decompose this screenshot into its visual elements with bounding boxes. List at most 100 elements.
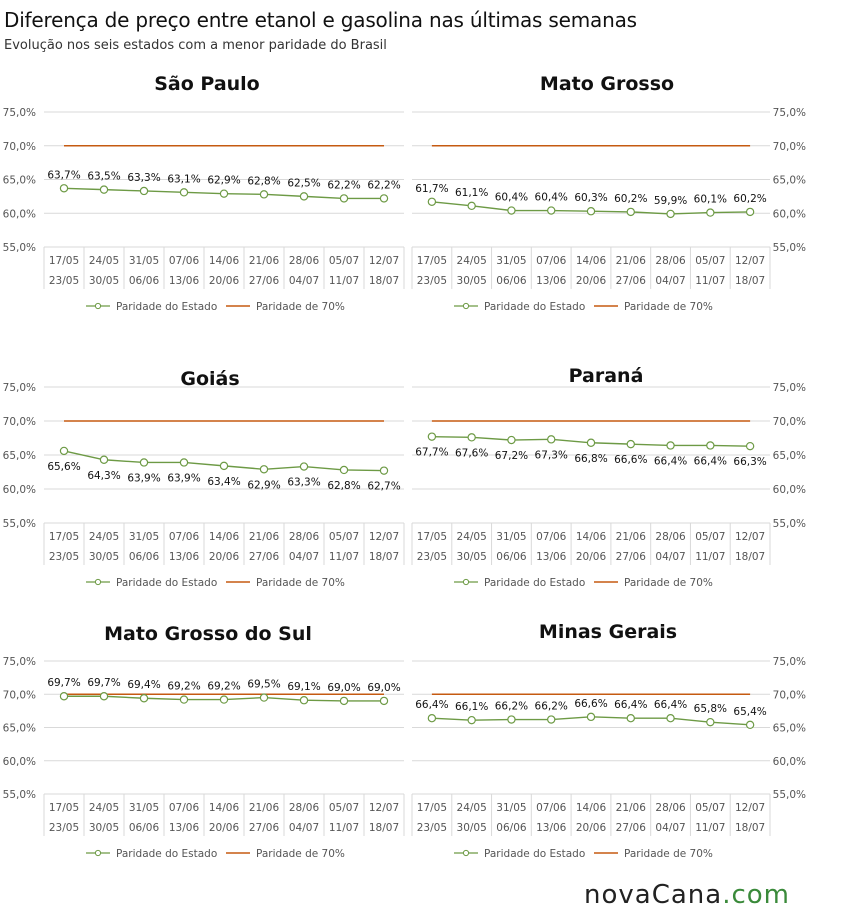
x-tick-label: 07/06 xyxy=(536,255,567,267)
x-tick-label: 07/06 xyxy=(536,531,567,543)
x-tick-label: 17/05 xyxy=(49,255,79,267)
x-tick-label: 20/06 xyxy=(576,551,607,563)
x-tick-label: 24/05 xyxy=(457,531,487,543)
data-point xyxy=(586,207,596,216)
x-tick-label: 11/07 xyxy=(329,822,359,834)
data-label: 60,4% xyxy=(495,192,528,204)
x-tick-label: 28/06 xyxy=(655,531,686,543)
y-tick-label: 75,0% xyxy=(3,107,36,119)
x-tick-label: 11/07 xyxy=(329,275,359,287)
x-tick-label: 12/07 xyxy=(735,531,765,543)
data-label: 62,2% xyxy=(327,179,360,191)
logo-text-domain: .com xyxy=(722,880,790,910)
x-tick-label: 07/06 xyxy=(169,531,200,543)
data-point xyxy=(99,185,109,194)
x-tick-label: 06/06 xyxy=(129,551,160,563)
data-point xyxy=(259,465,269,474)
x-tick-label: 21/06 xyxy=(249,802,280,814)
data-point xyxy=(547,435,556,444)
x-tick-label: 28/06 xyxy=(289,531,320,543)
data-point xyxy=(59,692,69,701)
x-tick-label: 27/06 xyxy=(616,822,647,834)
legend-marker-state xyxy=(462,302,470,310)
data-label: 66,4% xyxy=(654,699,687,711)
y-tick-label: 65,0% xyxy=(773,175,806,187)
x-tick-label: 23/05 xyxy=(417,551,447,563)
legend-label-state: Paridade do Estado xyxy=(484,848,585,860)
x-tick-label: 20/06 xyxy=(576,822,607,834)
x-tick-label: 06/06 xyxy=(496,822,527,834)
x-tick-label: 04/07 xyxy=(289,551,319,563)
y-tick-label: 60,0% xyxy=(773,484,806,496)
data-point xyxy=(467,433,476,442)
data-point xyxy=(339,696,349,706)
data-label: 62,8% xyxy=(247,175,280,187)
x-tick-label: 23/05 xyxy=(49,275,79,287)
x-tick-label: 27/06 xyxy=(616,275,647,287)
data-label: 60,4% xyxy=(535,192,568,204)
x-tick-label: 20/06 xyxy=(576,275,607,287)
x-tick-label: 06/06 xyxy=(129,275,160,287)
y-tick-label: 55,0% xyxy=(773,518,806,530)
data-point xyxy=(299,192,309,201)
data-label: 66,6% xyxy=(614,454,647,466)
data-label: 66,4% xyxy=(415,699,448,711)
data-point xyxy=(339,465,349,475)
y-tick-label: 65,0% xyxy=(3,723,36,735)
x-tick-label: 21/06 xyxy=(616,255,647,267)
x-tick-label: 20/06 xyxy=(209,551,240,563)
data-point xyxy=(139,694,149,703)
x-tick-label: 04/07 xyxy=(289,822,319,834)
x-tick-label: 31/05 xyxy=(129,255,159,267)
y-tick-label: 75,0% xyxy=(773,107,806,119)
x-tick-label: 14/06 xyxy=(209,531,240,543)
x-tick-label: 18/07 xyxy=(369,551,399,563)
legend-label-reference: Paridade de 70% xyxy=(256,577,345,589)
data-label: 69,0% xyxy=(367,682,400,694)
data-point xyxy=(467,201,476,211)
legend-marker-state xyxy=(462,849,470,857)
x-tick-label: 14/06 xyxy=(576,531,607,543)
x-tick-label: 30/05 xyxy=(89,551,119,563)
legend-label-reference: Paridade de 70% xyxy=(624,848,713,860)
data-point xyxy=(507,715,516,724)
legend-marker-state xyxy=(94,302,102,310)
x-tick-label: 05/07 xyxy=(695,255,725,267)
y-tick-label: 70,0% xyxy=(773,416,806,428)
data-label: 62,9% xyxy=(207,175,240,187)
x-tick-label: 21/06 xyxy=(616,802,647,814)
x-tick-label: 06/06 xyxy=(496,551,527,563)
data-point xyxy=(179,695,189,704)
x-tick-label: 28/06 xyxy=(655,255,686,267)
y-tick-label: 55,0% xyxy=(3,518,36,530)
legend-label-state: Paridade do Estado xyxy=(484,301,585,313)
data-label: 67,7% xyxy=(415,447,448,459)
data-label: 62,8% xyxy=(327,480,360,492)
y-tick-label: 70,0% xyxy=(3,416,36,428)
x-tick-label: 11/07 xyxy=(695,822,725,834)
data-point xyxy=(507,206,516,215)
data-label: 65,6% xyxy=(47,461,80,473)
y-tick-label: 75,0% xyxy=(3,656,36,668)
data-point xyxy=(666,209,675,219)
x-tick-label: 14/06 xyxy=(576,802,607,814)
data-label: 63,3% xyxy=(127,172,160,184)
data-point xyxy=(379,696,389,706)
data-point xyxy=(586,438,596,447)
y-tick-label: 60,0% xyxy=(773,756,806,768)
y-tick-label: 60,0% xyxy=(3,484,36,496)
y-tick-label: 55,0% xyxy=(773,242,806,254)
data-point xyxy=(59,446,69,456)
x-tick-label: 30/05 xyxy=(89,275,119,287)
x-tick-label: 17/05 xyxy=(49,531,79,543)
x-tick-label: 30/05 xyxy=(457,551,487,563)
x-tick-label: 06/06 xyxy=(496,275,527,287)
data-label: 66,3% xyxy=(733,456,766,468)
x-tick-label: 28/06 xyxy=(289,255,320,267)
x-tick-label: 23/05 xyxy=(417,275,447,287)
x-tick-label: 23/05 xyxy=(49,822,79,834)
data-label: 66,6% xyxy=(574,698,607,710)
y-tick-label: 60,0% xyxy=(3,208,36,220)
data-point xyxy=(626,713,635,723)
x-tick-label: 21/06 xyxy=(249,531,280,543)
